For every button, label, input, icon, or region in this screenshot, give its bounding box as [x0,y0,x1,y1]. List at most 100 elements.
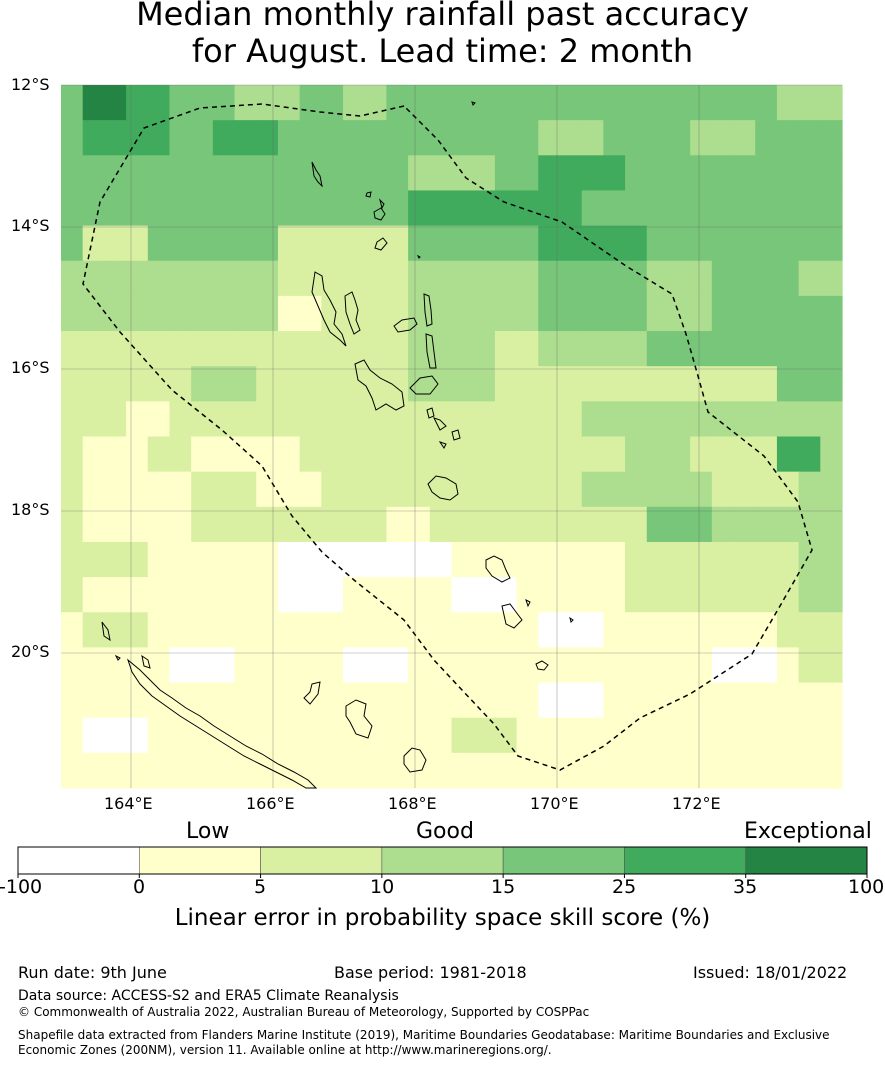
grid-cell [212,260,236,297]
grid-cell [625,506,648,543]
data-source: Data source: ACCESS-S2 and ERA5 Climate … [18,988,399,1004]
grid-cell [256,295,279,332]
grid-cell [733,155,756,192]
grid-cell [559,331,583,367]
grid-cell [625,436,648,473]
grid-cell [61,366,84,402]
grid-cell [668,331,691,367]
grid-cell [321,717,344,754]
lat-label: 12°S [11,75,50,94]
colorbar-tick: 35 [733,876,758,898]
grid-cell [169,401,192,438]
grid-cell [126,506,149,543]
grid-cell [104,577,127,613]
grid-cell [212,541,236,578]
grid-cell [646,155,670,192]
grid-cell [776,401,800,438]
grid-cell [581,471,604,508]
grid-cell [429,366,453,402]
grid-cell [191,190,214,227]
grid-cell [126,295,149,332]
lat-label: 18°S [11,500,50,519]
grid-cell [61,401,84,438]
grid-cell [147,577,171,613]
grid-cell [364,401,388,438]
grid-cell [212,401,236,438]
grid-cell [711,225,735,262]
grid-cell [321,506,344,543]
grid-cell [646,85,670,121]
grid-cell [126,682,149,719]
grid-cell [191,155,214,192]
grid-cell [820,225,843,262]
grid-cell [733,85,756,121]
grid-cell [321,190,344,227]
grid-cell [343,85,366,121]
grid-cell [234,366,257,402]
grid-cell [581,752,604,789]
grid-cell [451,155,474,192]
grid-cell [299,612,322,648]
grid-cell [668,506,691,543]
colorbar-segment [17,846,140,875]
grid-cell [299,401,322,438]
grid-cell [169,471,192,508]
grid-cell [451,577,474,613]
grid-cell [364,506,388,543]
grid-cell [646,717,670,754]
grid-cell [733,717,756,754]
grid-cell [169,260,192,297]
grid-cell [234,541,257,578]
island-outline [569,616,574,623]
grid-cell [256,752,279,789]
grid-cell [559,541,583,578]
grid-cell [386,120,409,156]
grid-cell [321,295,344,332]
grid-cell [364,752,388,789]
grid-cell [798,331,821,367]
grid-cell [364,541,388,578]
grid-cell [538,155,561,192]
copyright: © Commonwealth of Australia 2022, Austra… [18,1005,590,1019]
grid-cell [408,612,431,648]
grid-cell [820,401,843,438]
grid-cell [668,612,691,648]
grid-cell [559,506,583,543]
grid-cell [494,506,518,543]
grid-cell [711,401,735,438]
grid-cell [581,506,604,543]
grid-cell [321,331,344,367]
grid-cell [212,471,236,508]
grid-cell [82,682,105,719]
grid-cell [668,471,691,508]
grid-cell [516,295,539,332]
grid-cell [321,85,344,121]
grid-cell [494,401,518,438]
island-outline [438,441,447,449]
grid-cell [169,682,192,719]
grid-cell [494,541,518,578]
grid-cell [386,647,409,684]
grid-cell [711,647,735,684]
island-outline [373,207,386,221]
grid-cell [820,295,843,332]
grid-cell [820,612,843,648]
grid-cell [690,577,713,613]
grid-cell [798,120,821,156]
grid-cell [581,682,604,719]
grid-cell [690,682,713,719]
grid-cell [386,612,409,648]
grid-cell [603,295,626,332]
grid-cell [321,120,344,156]
grid-cell [690,471,713,508]
issued-date: Issued: 18/01/2022 [693,963,848,982]
grid-cell [668,155,691,192]
grid-cell [277,331,301,367]
grid-cell [212,85,236,121]
grid-cell [191,647,214,684]
grid-cell [408,541,431,578]
grid-cell [191,85,214,121]
grid-cell [603,190,626,227]
grid-cell [646,436,670,473]
lat-label: 20°S [11,642,50,661]
